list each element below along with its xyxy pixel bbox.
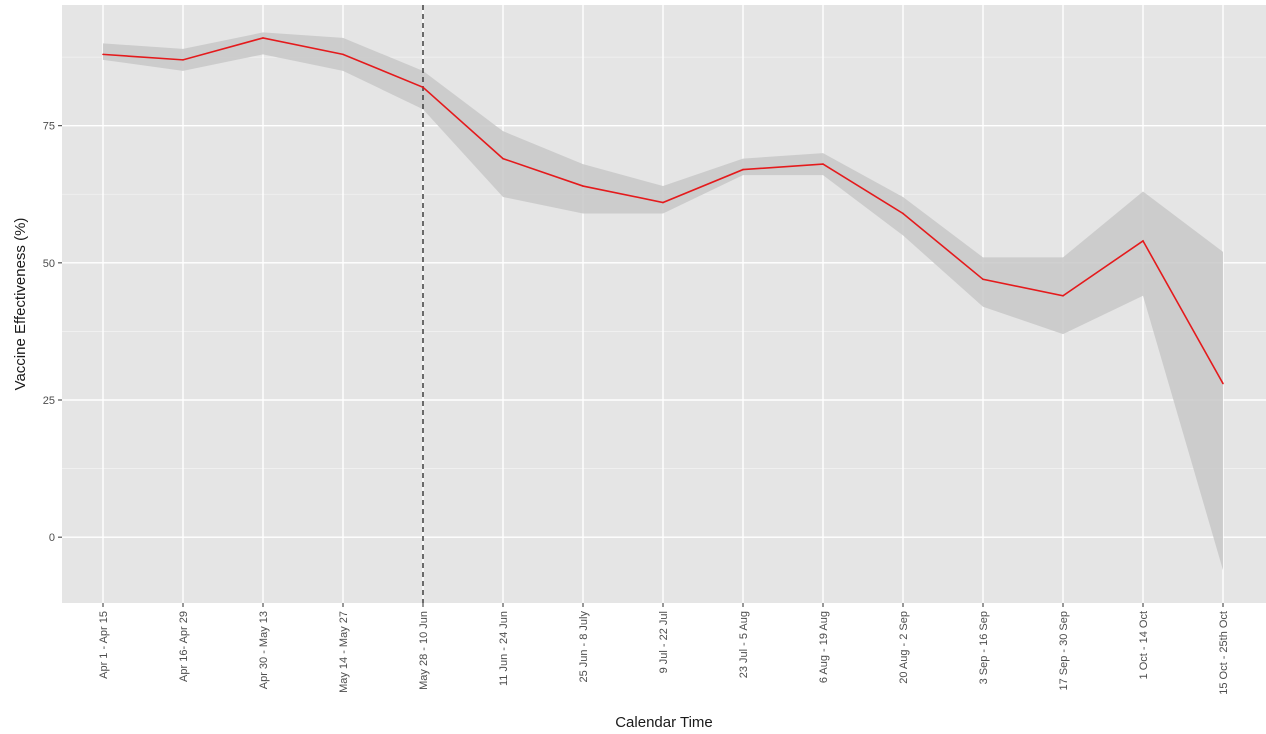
data-point [342,53,344,56]
x-tick-label: 23 Jul - 5 Aug [738,611,750,678]
data-point [822,163,824,165]
x-tick-label: 1 Oct - 14 Oct [1138,611,1150,679]
x-tick-label: 6 Aug - 19 Aug [818,611,830,683]
y-tick-label: 75 [43,121,55,133]
x-tick-label: Apr 30 - May 13 [258,611,270,689]
x-axis-title: Calendar Time [615,714,713,731]
x-tick-label: 9 Jul - 22 Jul [658,611,670,673]
data-point [902,212,904,215]
y-tick-label: 25 [43,395,55,407]
data-point [1222,382,1224,385]
data-point [582,185,584,187]
x-tick-label: 20 Aug - 2 Sep [898,611,910,684]
data-point [262,37,264,39]
data-point [662,201,664,204]
data-point [1062,294,1064,297]
y-tick-label: 0 [49,532,55,544]
data-point [742,168,744,171]
x-tick-label: 15 Oct - 25th Oct [1218,611,1230,695]
data-point [982,278,984,281]
confidence-band [103,32,1223,571]
x-tick-label: 3 Sep - 16 Sep [978,611,990,684]
y-axis: 0 25 50 75 [43,121,62,544]
data-point [1142,240,1144,242]
confidence-band-layer [103,32,1223,571]
y-tick-label: 50 [43,258,55,270]
x-tick-label: 11 Jun - 24 Jun [498,611,510,686]
x-tick-label: Apr 1 - Apr 15 [98,611,110,679]
data-point [102,53,104,56]
y-axis-title: Vaccine Effectiveness (%) [12,218,29,391]
data-point [502,157,504,160]
x-tick-label: May 14 - May 27 [338,611,350,693]
data-point [182,59,184,61]
x-tick-label: 17 Sep - 30 Sep [1058,611,1070,691]
x-tick-label: 25 Jun - 8 July [578,611,590,683]
x-tick-label: May 28 - 10 Jun [418,611,430,690]
series-line-layer [102,37,1224,385]
data-point [422,86,424,89]
major-gridlines [62,5,1266,603]
x-axis: Apr 1 - Apr 15 Apr 16- Apr 29 Apr 30 - May… [98,603,1230,695]
x-tick-label: Apr 16- Apr 29 [178,611,190,682]
